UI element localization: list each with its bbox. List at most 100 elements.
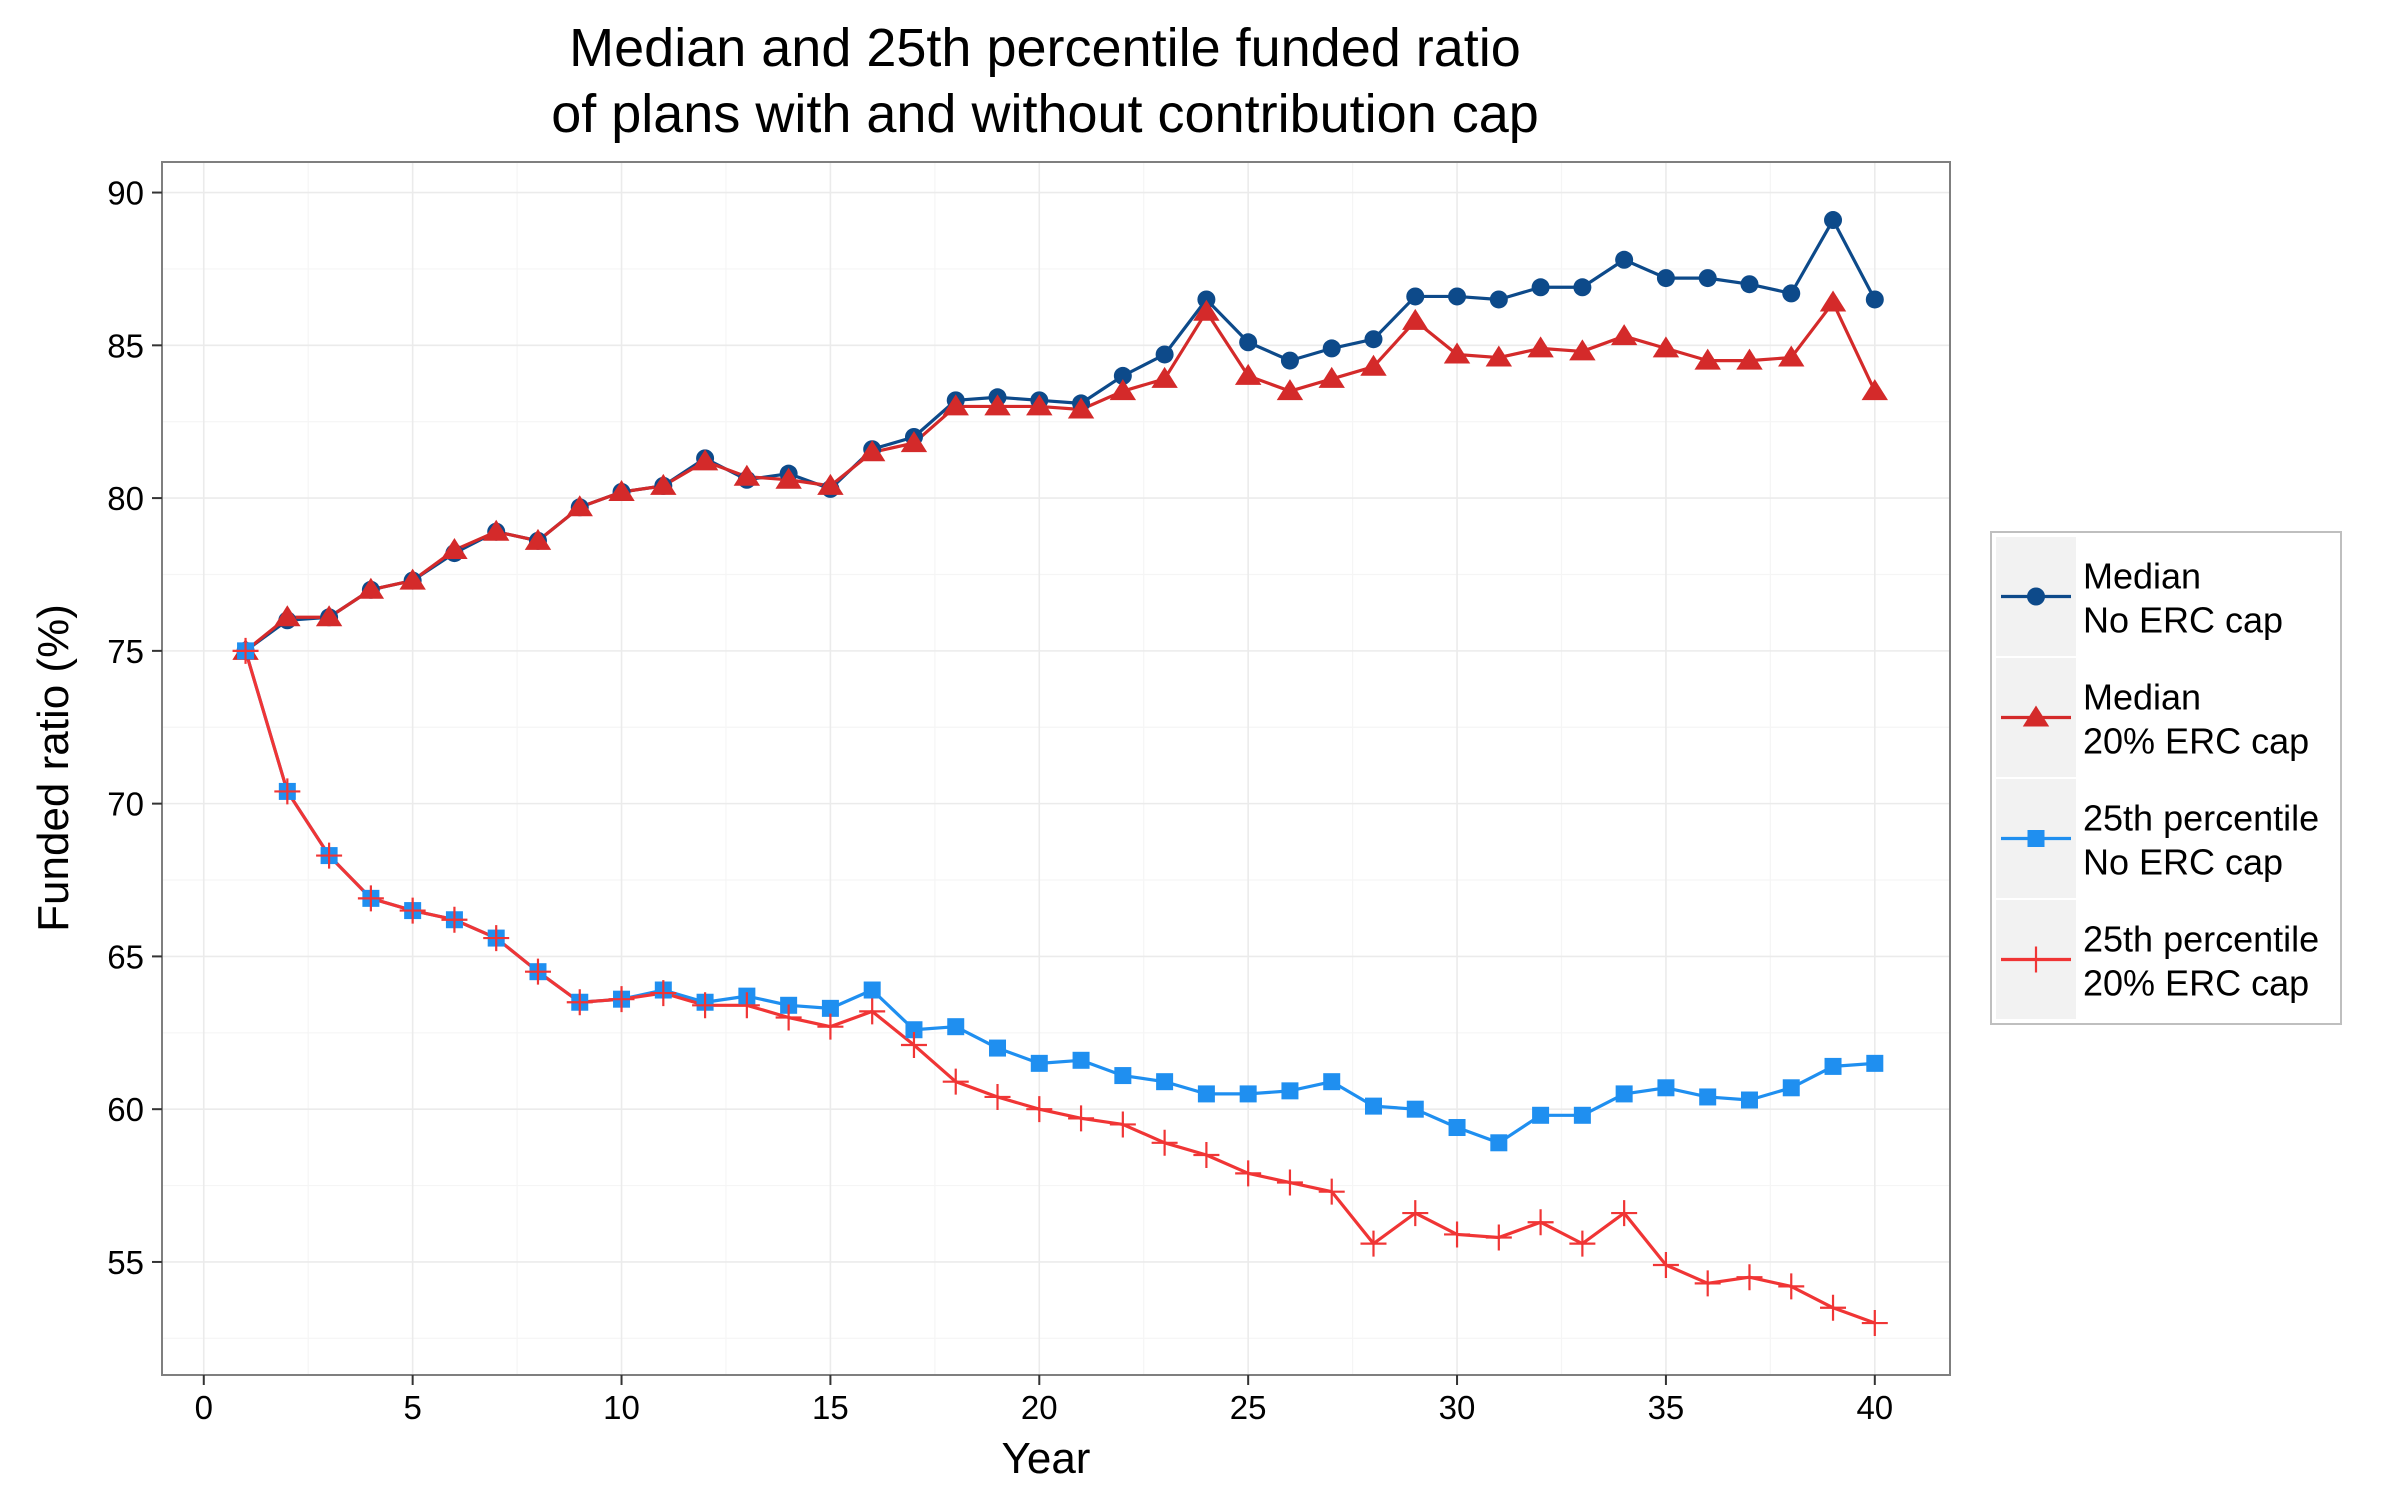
- data-point: [1736, 348, 1763, 370]
- data-point: [1824, 211, 1843, 230]
- data-point: [1778, 345, 1805, 367]
- data-point: [1866, 1054, 1884, 1072]
- chart-title: Median and 25th percentile funded ratio …: [551, 18, 1539, 144]
- x-tick-label: 35: [1648, 1389, 1685, 1426]
- data-point: [1615, 250, 1634, 269]
- data-point: [315, 605, 343, 627]
- chart-title-line-2: of plans with and without contribution c…: [551, 84, 1539, 144]
- data-point: [316, 842, 343, 869]
- data-point: [989, 1039, 1007, 1057]
- y-axis: 55 60 65 70 75 80 85 90: [107, 175, 162, 1281]
- data-point: [1239, 1085, 1257, 1103]
- y-tick-label: 90: [107, 175, 144, 212]
- data-point: [691, 449, 719, 471]
- legend-label-line: 20% ERC cap: [2083, 721, 2309, 762]
- data-point: [399, 568, 426, 590]
- x-tick-label: 10: [603, 1389, 640, 1426]
- legend-key-marker: [2027, 587, 2045, 606]
- data-point: [1072, 1051, 1090, 1069]
- data-point: [692, 992, 719, 1019]
- data-point: [1485, 1224, 1512, 1251]
- panel-background: [162, 162, 1950, 1375]
- data-point: [1782, 284, 1801, 303]
- data-point: [1151, 1129, 1178, 1156]
- legend-label-line: 25th percentile: [2083, 919, 2319, 960]
- data-point: [1281, 1082, 1299, 1100]
- data-point: [1527, 1209, 1554, 1236]
- data-point: [1276, 1169, 1303, 1196]
- legend-label: 25th percentile 20% ERC cap: [2083, 919, 2319, 1004]
- legend-label-line: No ERC cap: [2083, 842, 2283, 883]
- data-point: [1318, 1178, 1345, 1205]
- data-point: [1699, 1088, 1717, 1106]
- data-point: [1323, 1073, 1341, 1091]
- legend-key-marker: [2022, 705, 2050, 727]
- data-point: [942, 394, 969, 416]
- data-point: [984, 394, 1011, 416]
- data-point: [1026, 394, 1053, 416]
- data-point: [1114, 1067, 1132, 1085]
- data-point: [1778, 1273, 1805, 1300]
- data-point: [1610, 324, 1638, 346]
- data-point: [1694, 348, 1721, 370]
- data-point: [858, 440, 886, 462]
- data-point: [1156, 1073, 1174, 1091]
- x-tick-label: 5: [403, 1389, 421, 1426]
- data-point: [1573, 278, 1592, 297]
- legend-key-marker: [2027, 830, 2045, 847]
- data-point: [1448, 287, 1467, 306]
- data-point: [984, 1083, 1011, 1110]
- data-point: [1611, 1200, 1638, 1227]
- data-point: [1824, 1057, 1842, 1075]
- y-tick-label: 80: [107, 480, 144, 517]
- legend-label-line: No ERC cap: [2083, 600, 2283, 641]
- data-point: [1782, 1079, 1800, 1097]
- data-point: [524, 528, 552, 550]
- data-point: [1155, 345, 1174, 364]
- y-tick-label: 55: [107, 1244, 144, 1281]
- data-point: [1861, 379, 1889, 401]
- data-point: [441, 538, 468, 560]
- data-point: [1360, 1230, 1387, 1257]
- legend-label-line: Median: [2083, 556, 2201, 597]
- data-point: [859, 998, 886, 1025]
- data-point: [1819, 290, 1847, 312]
- data-point: [1406, 287, 1425, 306]
- data-point: [775, 1004, 802, 1031]
- data-point: [817, 473, 844, 495]
- data-point: [1364, 330, 1383, 349]
- data-point: [1193, 299, 1220, 321]
- y-axis-title: Funded ratio (%): [29, 604, 78, 932]
- y-tick-label: 60: [107, 1091, 144, 1128]
- data-point: [1197, 290, 1216, 309]
- data-point: [733, 992, 760, 1019]
- data-point: [399, 897, 426, 924]
- y-tick-label: 65: [107, 938, 144, 975]
- data-point: [483, 925, 510, 952]
- x-axis-title: Year: [1002, 1434, 1091, 1483]
- x-axis: 0 5 10 15 20 25 30 35 40: [195, 1375, 1893, 1426]
- legend-label: Median 20% ERC cap: [2083, 677, 2309, 762]
- legend-label: Median No ERC cap: [2083, 556, 2283, 641]
- data-point: [1193, 1142, 1220, 1169]
- data-point: [483, 519, 510, 541]
- data-point: [1276, 379, 1304, 401]
- data-point: [1531, 278, 1550, 297]
- data-point: [274, 605, 301, 627]
- panel-border: [161, 161, 1951, 1376]
- data-point: [905, 1021, 923, 1039]
- data-point: [1030, 1054, 1048, 1072]
- data-point: [1573, 1106, 1591, 1124]
- data-point: [566, 989, 593, 1016]
- data-point: [1109, 379, 1137, 401]
- data-point: [1280, 351, 1299, 370]
- data-point: [441, 906, 468, 933]
- legend-key-marker: [2023, 946, 2049, 973]
- data-point: [1652, 336, 1680, 358]
- data-point: [1113, 366, 1132, 385]
- data-point: [1235, 1160, 1262, 1187]
- series-layer: [232, 211, 1889, 1337]
- data-point: [1657, 1079, 1675, 1097]
